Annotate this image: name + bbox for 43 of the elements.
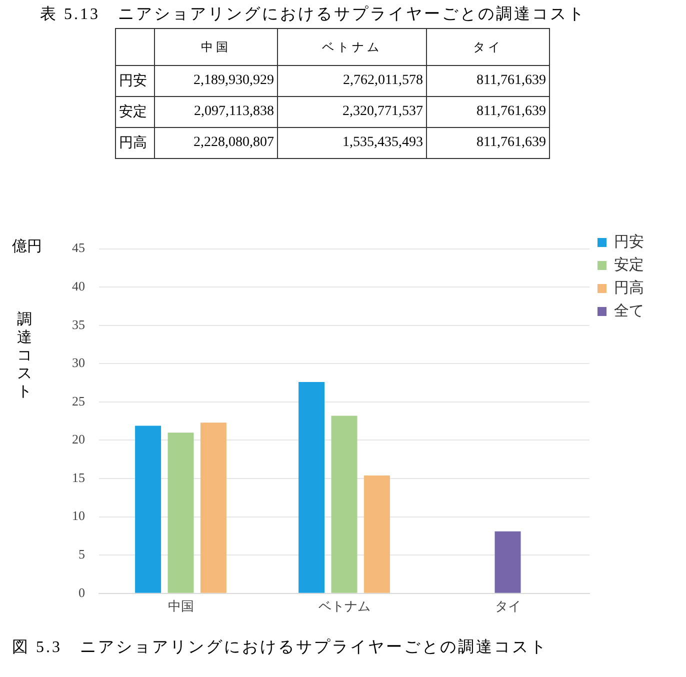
text: 億円 [12,238,42,256]
bar [200,422,226,593]
x-tick-label: タイ [494,598,521,614]
bar [298,382,325,593]
y-axis-title: 調達コスト [17,311,33,401]
category-label: タイ [426,28,550,66]
y-tick-label: 15 [72,470,85,485]
y-tick-label: 45 [72,240,85,256]
category-label: 中国 [154,28,278,66]
x-tick-label: ベトナム [318,598,370,614]
category-label: 円安 [119,74,147,89]
text: 811,761,639 [476,73,546,88]
y-tick-label: 30 [72,355,85,370]
legend-label: 円安 [614,233,644,250]
y-tick-label: 10 [72,508,85,524]
text: 2,762,011,578 [343,73,423,88]
text: 811,761,639 [476,104,546,119]
bar [168,432,194,593]
text: 表 5.13 ニアショアリングにおけるサプライヤーごとの調達コスト [40,4,586,25]
x-tick-label: 中国 [168,598,194,614]
y-tick-label: 0 [78,584,85,600]
text: 2,097,113,838 [194,104,274,119]
y-tick-label: 20 [72,432,85,447]
y-tick-label: 40 [72,278,85,294]
text: 2,189,930,929 [194,73,274,88]
text: 図 5.3 ニアショアリングにおけるサプライヤーごとの調達コスト [12,638,548,658]
bar [135,426,162,593]
category-label: ベトナム [278,28,426,66]
bar [494,531,521,593]
category-label: 安定 [119,105,147,120]
y-tick-label: 25 [72,393,85,408]
category-label: 円高 [119,136,147,151]
bar [331,416,358,593]
y-tick-label: 35 [72,316,85,332]
bar [364,475,390,593]
legend-label: 全て [614,302,644,320]
text: 2,320,771,537 [342,104,423,119]
text: 1,535,435,493 [342,135,423,150]
legend-label: 円高 [614,279,644,296]
text: 2,228,080,807 [194,135,274,150]
y-tick-label: 5 [78,546,85,562]
legend-label: 安定 [614,256,644,274]
text: 811,761,639 [476,135,546,150]
